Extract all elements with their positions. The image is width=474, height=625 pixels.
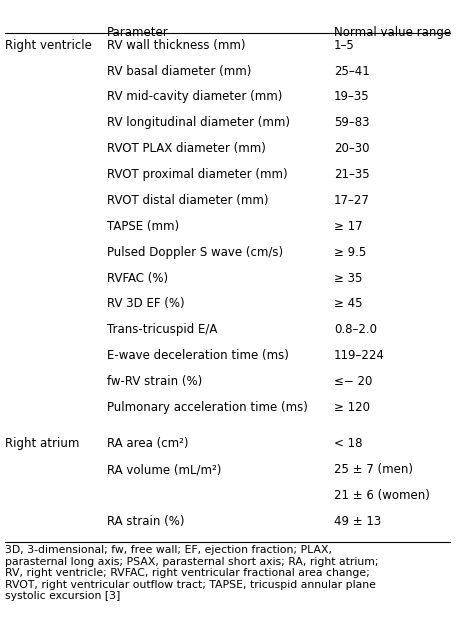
Text: TAPSE (mm): TAPSE (mm)	[107, 220, 179, 233]
Text: 49 ± 13: 49 ± 13	[334, 515, 381, 528]
Text: Pulmonary acceleration time (ms): Pulmonary acceleration time (ms)	[107, 401, 308, 414]
Text: ≤− 20: ≤− 20	[334, 375, 372, 388]
Text: 0.8–2.0: 0.8–2.0	[334, 323, 377, 336]
Text: ≥ 17: ≥ 17	[334, 220, 363, 233]
Text: RV mid-cavity diameter (mm): RV mid-cavity diameter (mm)	[107, 91, 282, 104]
Text: RA volume (mL/m²): RA volume (mL/m²)	[107, 463, 221, 476]
Text: E-wave deceleration time (ms): E-wave deceleration time (ms)	[107, 349, 289, 362]
Text: fw-RV strain (%): fw-RV strain (%)	[107, 375, 202, 388]
Text: Right ventricle: Right ventricle	[5, 39, 91, 52]
Text: < 18: < 18	[334, 437, 362, 450]
Text: ≥ 120: ≥ 120	[334, 401, 370, 414]
Text: 17–27: 17–27	[334, 194, 370, 207]
Text: Right atrium: Right atrium	[5, 437, 79, 450]
Text: RVOT distal diameter (mm): RVOT distal diameter (mm)	[107, 194, 268, 207]
Text: 25 ± 7 (men): 25 ± 7 (men)	[334, 463, 413, 476]
Text: Pulsed Doppler S wave (cm/s): Pulsed Doppler S wave (cm/s)	[107, 246, 283, 259]
Text: RV wall thickness (mm): RV wall thickness (mm)	[107, 39, 245, 52]
Text: 3D, 3-dimensional; fw, free wall; EF, ejection fraction; PLAX,
parasternal long : 3D, 3-dimensional; fw, free wall; EF, ej…	[5, 545, 378, 601]
Text: ≥ 35: ≥ 35	[334, 272, 362, 284]
Text: 119–224: 119–224	[334, 349, 385, 362]
Text: 25–41: 25–41	[334, 64, 370, 78]
Text: 1–5: 1–5	[334, 39, 355, 52]
Text: ≥ 9.5: ≥ 9.5	[334, 246, 366, 259]
Text: RVOT proximal diameter (mm): RVOT proximal diameter (mm)	[107, 168, 287, 181]
Text: ≥ 45: ≥ 45	[334, 298, 362, 311]
Text: RA strain (%): RA strain (%)	[107, 515, 184, 528]
Text: 21–35: 21–35	[334, 168, 369, 181]
Text: RV 3D EF (%): RV 3D EF (%)	[107, 298, 184, 311]
Text: 19–35: 19–35	[334, 91, 369, 104]
Text: RVFAC (%): RVFAC (%)	[107, 272, 168, 284]
Text: RV longitudinal diameter (mm): RV longitudinal diameter (mm)	[107, 116, 290, 129]
Text: 59–83: 59–83	[334, 116, 369, 129]
Text: RA area (cm²): RA area (cm²)	[107, 437, 188, 450]
Text: RV basal diameter (mm): RV basal diameter (mm)	[107, 64, 251, 78]
Text: Trans-tricuspid E/A: Trans-tricuspid E/A	[107, 323, 217, 336]
Text: Parameter: Parameter	[107, 26, 168, 39]
Text: 21 ± 6 (women): 21 ± 6 (women)	[334, 489, 430, 502]
Text: Normal value range: Normal value range	[334, 26, 451, 39]
Text: RVOT PLAX diameter (mm): RVOT PLAX diameter (mm)	[107, 142, 265, 155]
Text: 20–30: 20–30	[334, 142, 369, 155]
